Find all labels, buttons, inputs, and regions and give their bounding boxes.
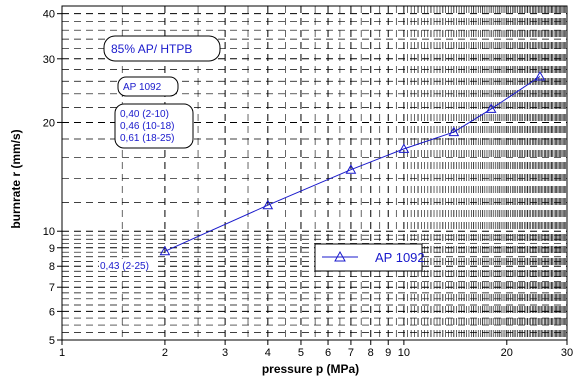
x-tick-label: 30 [561,347,573,359]
x-tick-label: 6 [325,347,331,359]
y-tick-label: 7 [49,282,55,294]
legend: AP 1092 [314,243,425,272]
x-tick-label: 7 [348,347,354,359]
data-point-marker [262,199,274,210]
y-tick-label: 30 [43,54,55,66]
composition-text: 85% AP/ HTPB [111,42,192,56]
x-tick-label: 2 [162,347,168,359]
overall-exponent-text: 0,43 (2-25) [100,261,149,272]
series-ap-1092 [159,70,546,256]
legend-triangle-marker [334,250,346,262]
y-tick-label: 9 [49,243,55,255]
exponents-annotation: 0,40 (2-10) 0,46 (10-18) 0,61 (18-25) [114,103,194,149]
y-tick-label: 6 [49,306,55,318]
overall-exponent-annotation: 0,43 (2-25) [99,259,158,272]
x-tick-label: 5 [298,347,304,359]
x-axis-label: pressure p (MPa) [262,362,359,376]
exponent-range-2: 0,46 (10-18) [120,121,174,132]
y-tick-label: 8 [49,261,55,273]
series-line [164,76,541,252]
data-point-marker [448,126,460,137]
data-point-marker [398,143,410,153]
y-tick-label: 10 [43,226,55,238]
propellant-annotation: AP 1092 [117,76,179,97]
composition-annotation: 85% AP/ HTPB [103,35,221,62]
y-tick-label: 20 [43,117,55,129]
data-point-marker [485,103,497,113]
x-tick-label: 9 [385,347,391,359]
y-axis-label: burnrate r (mm/s) [9,129,23,228]
y-tick-label: 5 [49,335,55,347]
x-tick-label: 3 [222,347,228,359]
x-tick-label: 8 [368,347,374,359]
data-point-marker [534,70,546,81]
legend-entry-ap-1092: AP 1092 [375,250,425,265]
plot-frame [61,5,568,341]
axis-ticks [57,13,568,345]
x-tick-label: 1 [59,347,65,359]
x-tick-label: 4 [265,347,271,359]
y-tick-label: 40 [43,9,55,21]
data-point-marker [345,164,357,174]
data-point-marker [159,245,171,256]
x-tick-label: 20 [501,347,513,359]
exponent-range-3: 0,61 (18-25) [120,133,174,144]
exponent-range-1: 0,40 (2-10) [120,109,169,120]
propellant-text: AP 1092 [123,82,162,93]
x-tick-label: 10 [398,347,410,359]
